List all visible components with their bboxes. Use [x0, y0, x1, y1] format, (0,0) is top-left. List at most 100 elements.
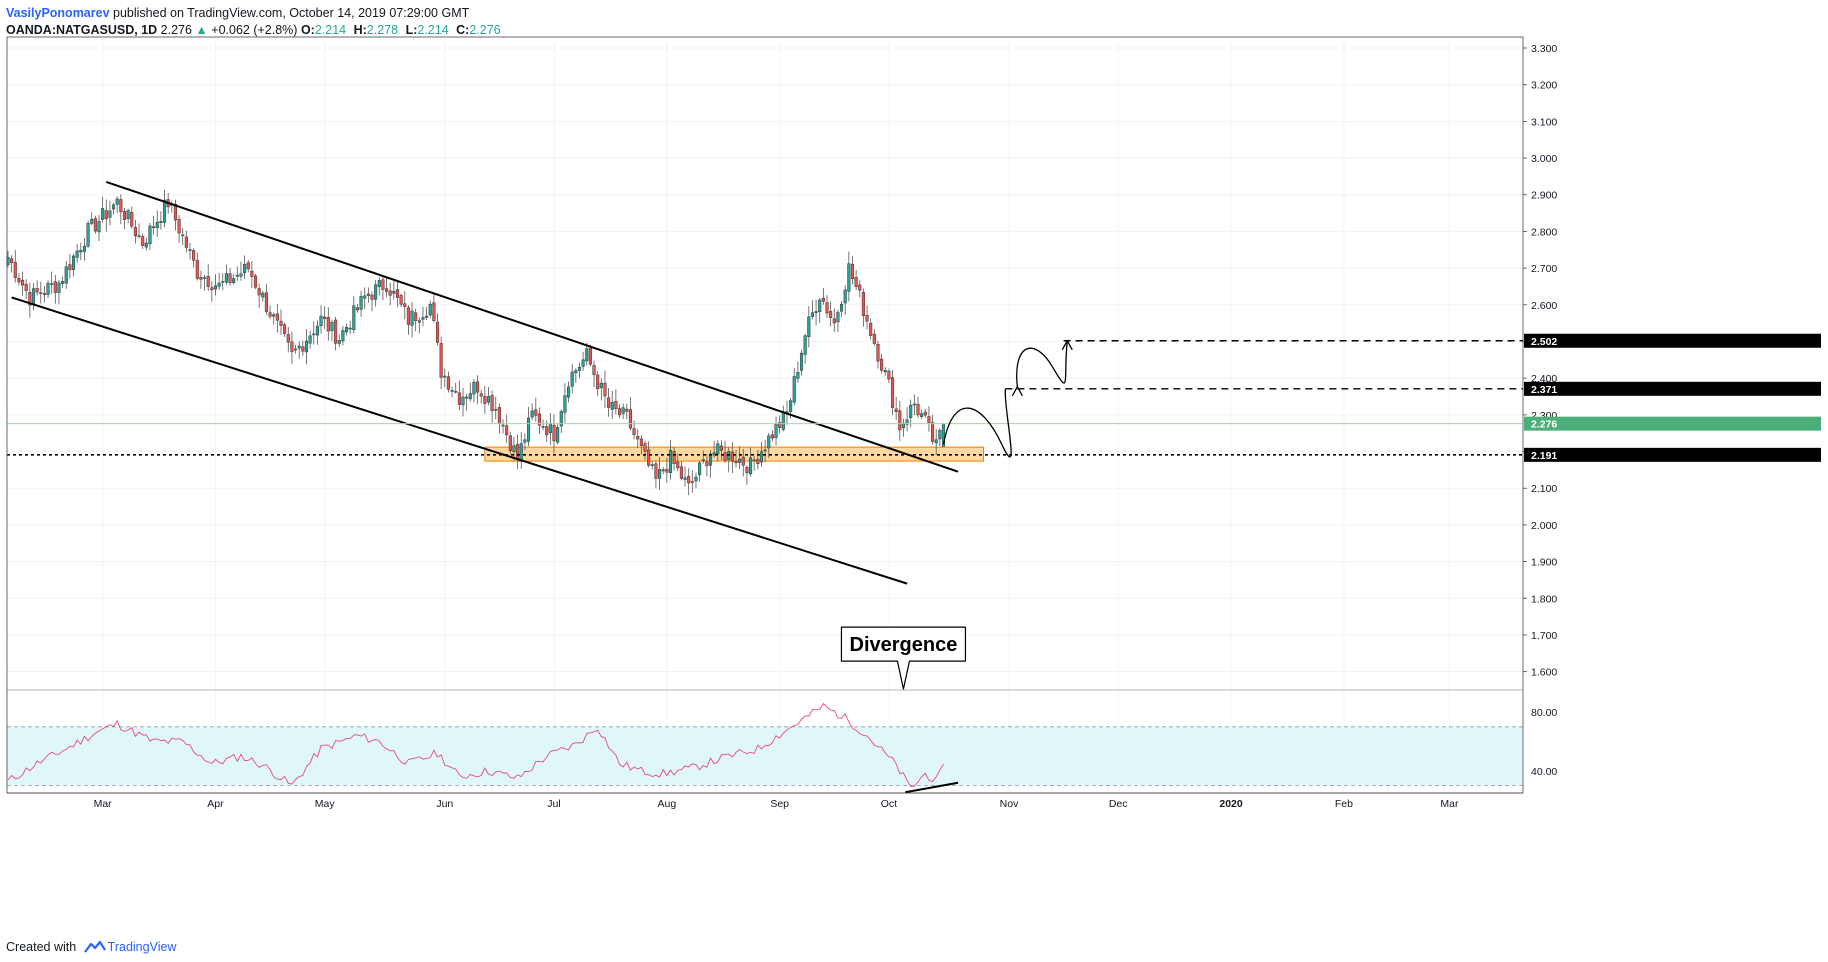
candle-up — [577, 366, 582, 371]
candle-down — [133, 226, 137, 237]
candle-down — [283, 324, 287, 334]
price-axis-label: 2.900 — [1531, 190, 1557, 202]
candle-up — [417, 320, 421, 323]
candle-up — [810, 312, 814, 317]
candle-up — [818, 299, 822, 312]
candle-up — [232, 278, 236, 283]
time-axis-label: Jun — [436, 798, 453, 810]
time-axis-label: Mar — [94, 798, 113, 810]
candle-up — [312, 333, 316, 336]
candle-down — [173, 203, 177, 221]
candle-down — [286, 334, 290, 343]
candles — [6, 189, 946, 496]
candle-down — [395, 289, 400, 298]
candle-down — [301, 346, 305, 352]
price-axis[interactable]: 1.6001.7001.8001.9002.0002.1002.2002.300… — [1523, 43, 1821, 778]
candle-down — [690, 481, 694, 483]
rsi-pane — [7, 689, 1523, 794]
time-axis[interactable]: Mar Apr May Jun Jul Aug Sep Oct Nov Dec 2020 Feb Mar — [94, 798, 1459, 810]
candle-up — [559, 411, 563, 427]
candle-down — [104, 210, 108, 220]
candle-up — [243, 263, 247, 274]
candle-up — [213, 285, 218, 290]
time-axis-label: 2020 — [1219, 798, 1243, 810]
price-level-badge-label: 2.191 — [1531, 450, 1557, 462]
channel-trendline — [105, 180, 959, 473]
price-level-badge — [1524, 381, 1821, 396]
candle-up — [50, 283, 54, 285]
candle-down — [654, 463, 658, 479]
candle-down — [596, 374, 600, 390]
candle-up — [840, 304, 844, 312]
channel-trendline — [11, 296, 908, 585]
candle-down — [869, 322, 873, 336]
time-axis-label: Jul — [547, 798, 560, 810]
candle-up — [392, 290, 396, 294]
candle-up — [668, 449, 673, 473]
candle-down — [28, 291, 32, 306]
candle-up — [938, 429, 942, 440]
time-axis-label: Nov — [1000, 798, 1019, 810]
candle-down — [199, 276, 203, 280]
price-axis-label: 2.600 — [1531, 300, 1557, 312]
candle-up — [708, 453, 713, 466]
low-label: L: — [405, 23, 418, 37]
candle-down — [676, 461, 680, 469]
created-with-text: Created with — [6, 940, 77, 954]
candle-up — [716, 443, 720, 455]
candle-up — [796, 372, 800, 379]
candle-up — [450, 390, 454, 392]
candle-up — [599, 382, 603, 389]
candle-up — [799, 352, 804, 371]
candle-down — [439, 343, 443, 378]
tradingview-brand-link[interactable]: TradingView — [107, 940, 177, 954]
candle-down — [385, 288, 389, 292]
candle-down — [745, 467, 749, 474]
candle-up — [148, 225, 152, 245]
candle-down — [246, 262, 250, 270]
tradingview-logo-icon — [83, 940, 106, 953]
candle-up — [883, 370, 887, 373]
author-link[interactable]: VasilyPonomarev — [6, 6, 110, 20]
candle-up — [61, 280, 65, 284]
candle-down — [355, 307, 359, 311]
change-text: +0.062 (+2.8%) — [211, 23, 298, 37]
candle-down — [752, 459, 756, 462]
candle-up — [749, 457, 753, 475]
candle-down — [370, 294, 374, 300]
candle-up — [905, 419, 909, 425]
candle-down — [253, 275, 258, 288]
candle-up — [261, 292, 265, 298]
candle-up — [512, 445, 516, 452]
candle-down — [552, 424, 556, 442]
candle-up — [319, 315, 323, 327]
candle-up — [461, 396, 465, 406]
symbol-name[interactable]: OANDA:NATGASUSD, 1D — [6, 23, 158, 37]
candle-up — [563, 395, 567, 413]
candle-up — [792, 376, 796, 403]
candle-down — [381, 279, 385, 290]
candle-down — [778, 422, 782, 428]
candle-down — [479, 393, 483, 397]
candle-up — [337, 340, 341, 344]
candle-up — [472, 382, 476, 395]
rsi-band — [7, 726, 1523, 786]
candle-up — [90, 218, 94, 224]
candle-up — [803, 335, 807, 355]
candle-down — [537, 413, 541, 426]
price-axis-label: 3.100 — [1531, 116, 1557, 128]
candle-down — [516, 444, 520, 461]
rsi-axis-label: 80.00 — [1531, 707, 1557, 719]
candle-down — [861, 292, 865, 316]
candle-up — [912, 403, 916, 406]
candle-down — [592, 365, 596, 375]
candle-up — [221, 281, 225, 283]
candle-down — [880, 358, 884, 371]
candle-down — [399, 295, 403, 305]
arrow-head-icon — [1011, 385, 1023, 397]
time-axis-label: Oct — [881, 798, 897, 810]
close-label: C: — [456, 23, 470, 37]
time-axis-label: Apr — [207, 798, 224, 810]
price-axis-label: 1.800 — [1531, 593, 1557, 605]
